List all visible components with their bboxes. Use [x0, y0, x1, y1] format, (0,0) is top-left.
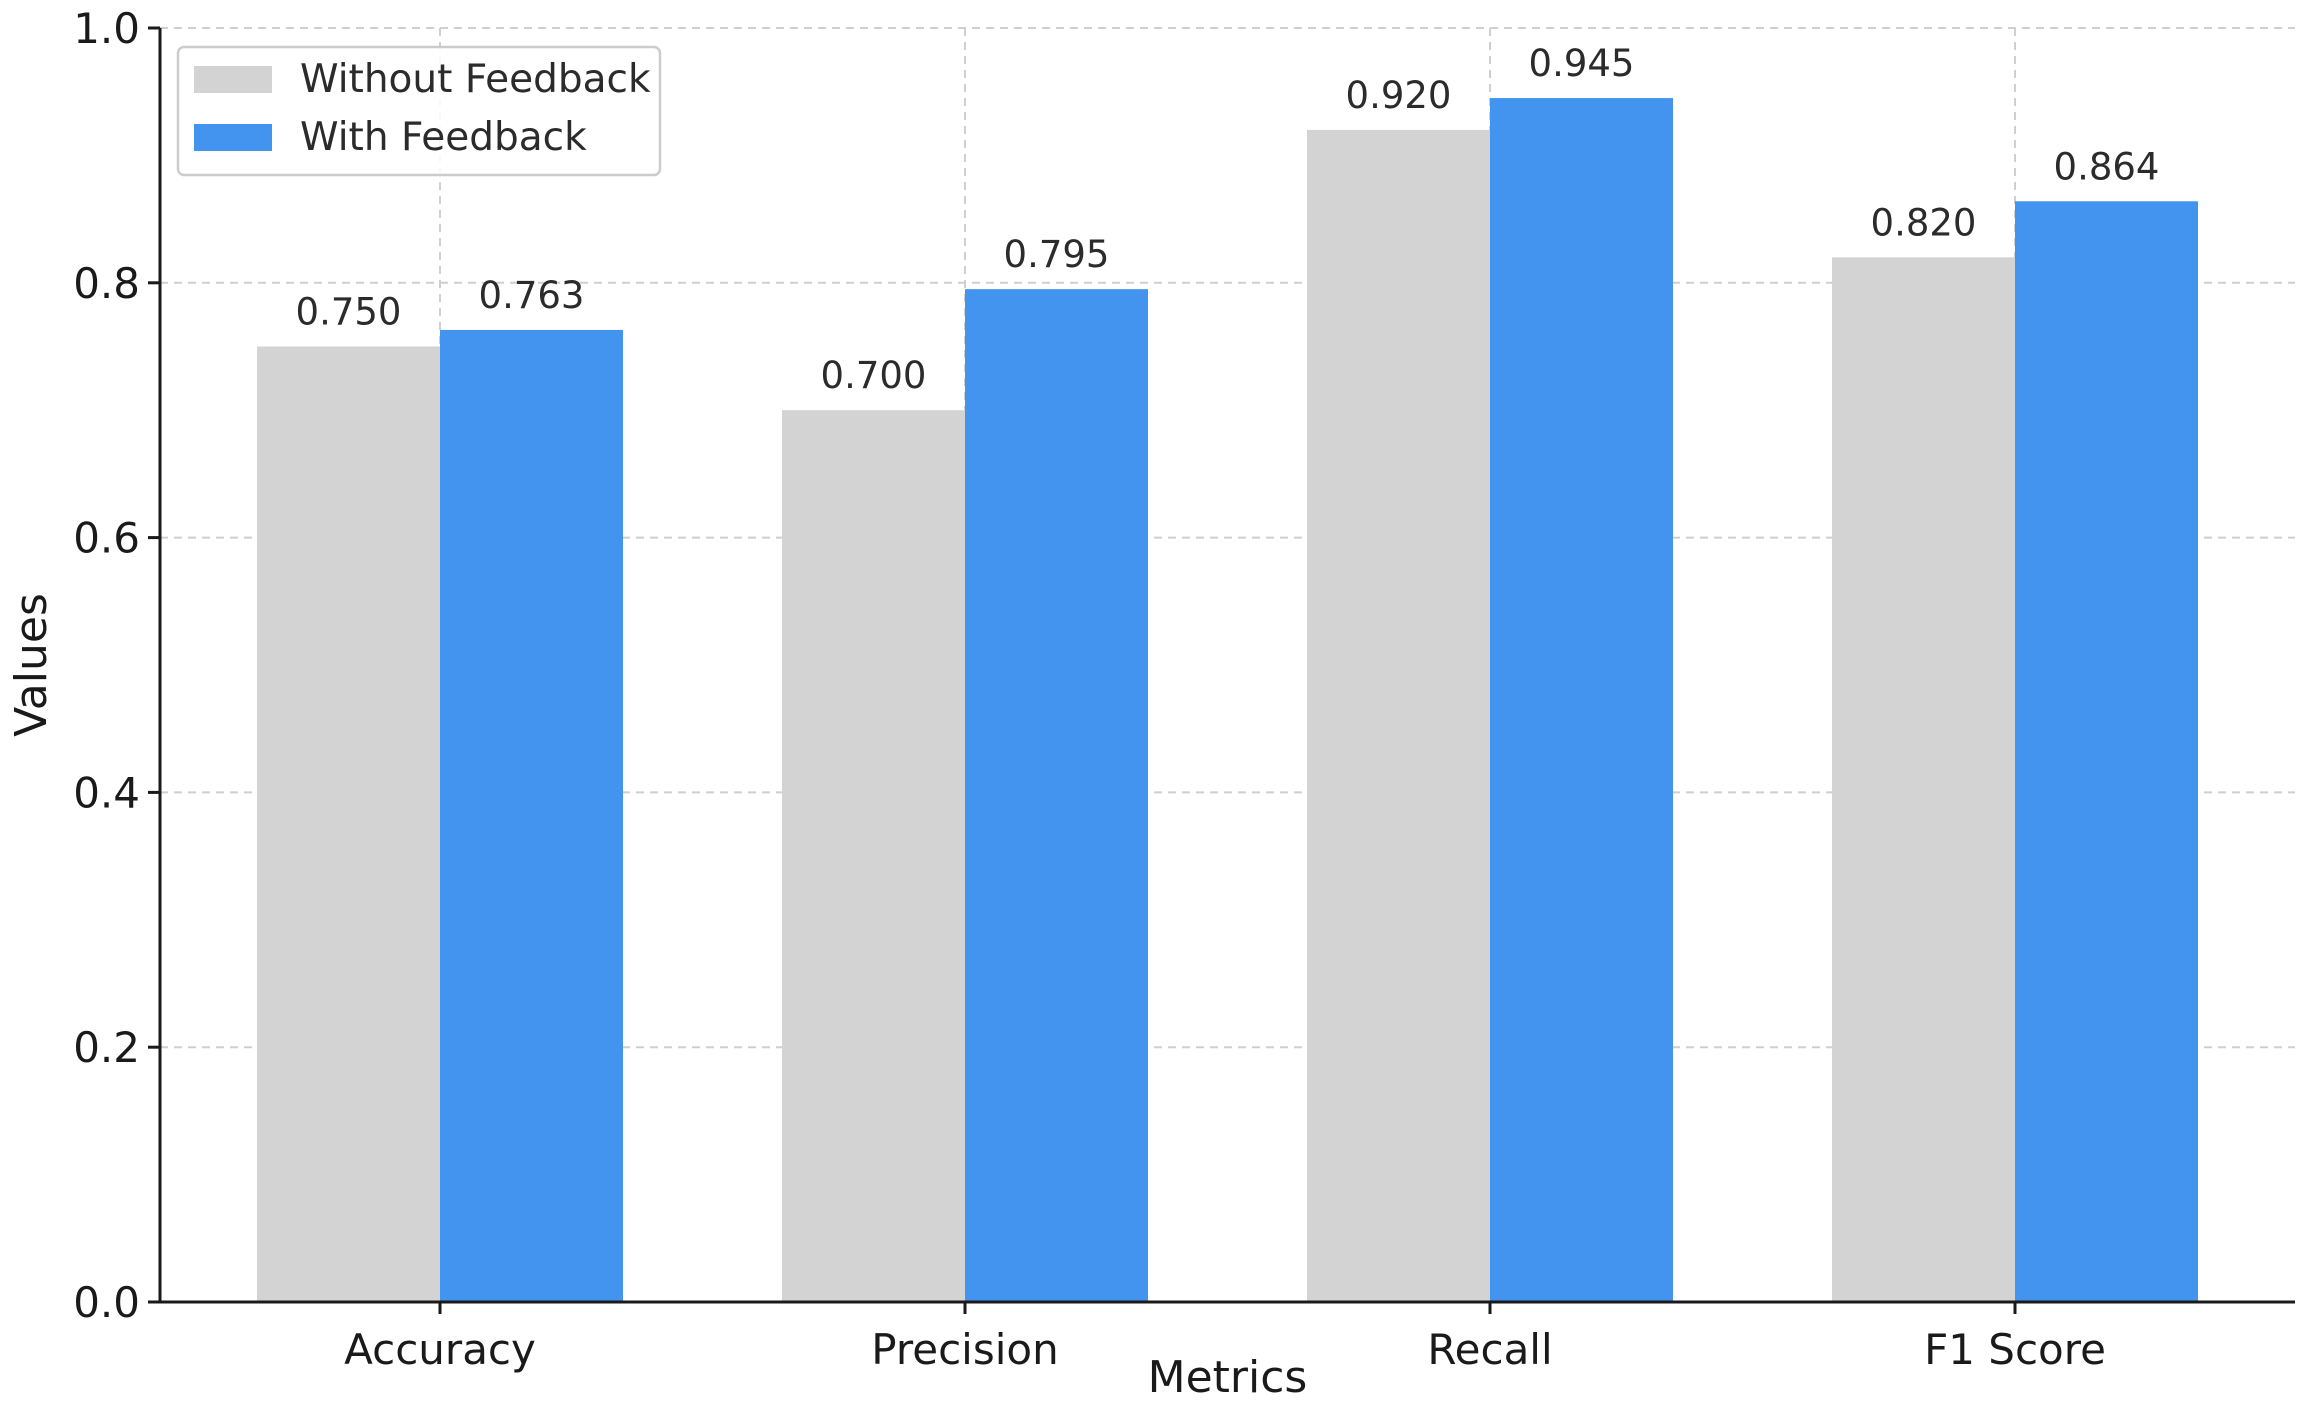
x-tick-label: Precision — [871, 1325, 1058, 1374]
x-axis-ticks: Accuracy Precision Recall F1 Score — [344, 1302, 2106, 1374]
bar-value-label: 0.864 — [2054, 145, 2160, 188]
legend-label-without-feedback: Without Feedback — [300, 57, 651, 102]
y-axis-ticks: 0.0 0.2 0.4 0.6 0.8 1.0 — [73, 4, 160, 1327]
x-tick-label: Accuracy — [344, 1325, 536, 1374]
bar-with-feedback — [440, 329, 623, 1302]
bar-without-feedback — [782, 410, 965, 1302]
bar-value-label: 0.700 — [821, 354, 927, 397]
bars — [257, 98, 2198, 1303]
bar-value-label: 0.945 — [1529, 42, 1635, 85]
legend-swatch-without-feedback — [194, 66, 272, 93]
bar-value-label: 0.750 — [296, 291, 402, 334]
x-axis-title: Metrics — [1148, 1352, 1308, 1403]
y-tick-label: 0.4 — [73, 768, 140, 817]
bar-without-feedback — [257, 346, 440, 1302]
legend: Without Feedback With Feedback — [176, 45, 662, 177]
bar-without-feedback — [1832, 257, 2015, 1302]
bar-with-feedback — [2015, 201, 2198, 1302]
bar-value-label: 0.763 — [479, 274, 585, 317]
x-tick-label: F1 Score — [1924, 1325, 2106, 1374]
y-tick-label: 0.2 — [73, 1023, 140, 1072]
bar-without-feedback — [1307, 129, 1490, 1302]
bar-value-label: 0.920 — [1346, 74, 1452, 117]
bar-value-labels: 0.750 0.700 0.920 0.820 0.763 0.795 0.945 0.864 — [296, 42, 2160, 397]
bar-value-label: 0.820 — [1871, 201, 1977, 244]
bar-with-feedback — [1490, 98, 1673, 1303]
y-tick-label: 1.0 — [73, 4, 140, 53]
legend-swatch-with-feedback — [194, 124, 272, 151]
bar-with-feedback — [965, 289, 1148, 1302]
legend-box — [176, 45, 662, 177]
y-tick-label: 0.0 — [73, 1278, 140, 1327]
x-tick-label: Recall — [1427, 1325, 1552, 1374]
legend-label-with-feedback: With Feedback — [300, 115, 587, 160]
y-tick-label: 0.6 — [73, 514, 140, 563]
y-tick-label: 0.8 — [73, 259, 140, 308]
bar-value-label: 0.795 — [1004, 233, 1110, 276]
axes — [158, 28, 2295, 1304]
y-axis-title: Values — [6, 593, 57, 737]
